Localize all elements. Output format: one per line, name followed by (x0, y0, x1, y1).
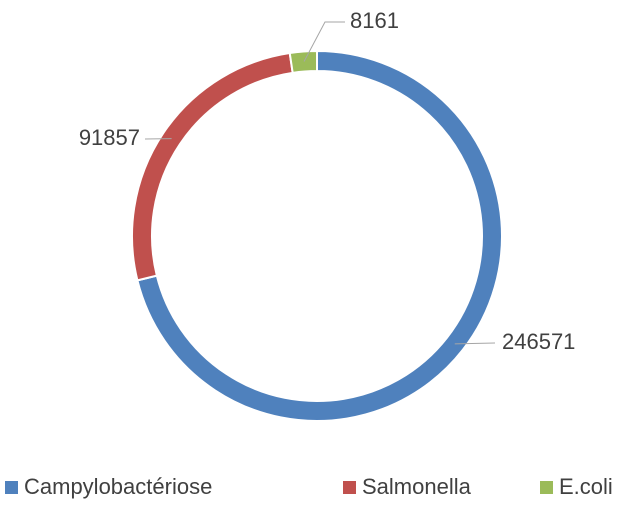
data-label: 246571 (502, 329, 575, 354)
leader-line (454, 342, 496, 345)
donut-segment (288, 49, 318, 74)
leader-line (303, 21, 345, 62)
data-label: 8161 (350, 8, 399, 33)
data-label: 91857 (79, 125, 140, 150)
legend-label: Campylobactériose (24, 474, 212, 499)
legend-label: Salmonella (362, 474, 472, 499)
donut-segment (131, 51, 294, 282)
legend-swatch (343, 481, 356, 494)
legend-swatch (540, 481, 553, 494)
legend-label: E.coli (559, 474, 613, 499)
legend-swatch (5, 481, 18, 494)
